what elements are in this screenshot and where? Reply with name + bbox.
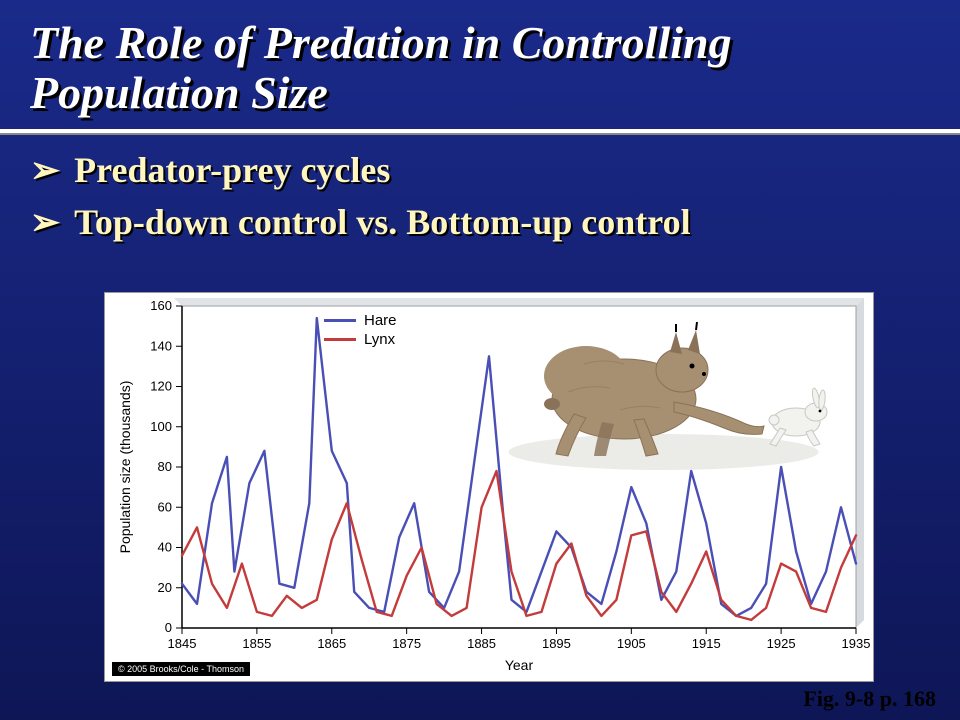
svg-text:1885: 1885 [467,636,496,651]
svg-text:Population size (thousands): Population size (thousands) [117,381,133,554]
chart-container: 0 20 40 60 80 100 120 140 160 1845 1855 1865 1875 188… [104,292,874,682]
legend-label: Hare [364,312,397,329]
svg-text:Year: Year [505,657,534,673]
bullet-list: ➢ Predator-prey cycles ➢ Top-down control v… [0,149,960,243]
legend-label: Lynx [364,331,395,348]
bullet-text: Top-down control vs. Bottom-up control [74,201,690,243]
svg-text:1925: 1925 [767,636,796,651]
title-line-2: Population Size [30,68,930,118]
svg-text:20: 20 [158,580,172,595]
svg-text:120: 120 [150,379,172,394]
bullet-marker-icon: ➢ [30,201,60,243]
title-line-1: The Role of Predation in Controlling [30,18,930,68]
legend-swatch [324,319,356,322]
predator-prey-chart: 0 20 40 60 80 100 120 140 160 1845 1855 1865 1875 188… [104,292,874,682]
title-divider [0,129,960,135]
svg-text:1855: 1855 [242,636,271,651]
svg-text:60: 60 [158,499,172,514]
slide-title: The Role of Predation in Controlling Pop… [0,0,960,123]
chart-legend: Hare Lynx [324,312,397,350]
bullet-text: Predator-prey cycles [74,149,390,191]
legend-swatch [324,338,356,341]
svg-text:40: 40 [158,540,172,555]
svg-text:1845: 1845 [168,636,197,651]
svg-text:1895: 1895 [542,636,571,651]
copyright-label: © 2005 Brooks/Cole - Thomson [112,662,250,676]
svg-text:1875: 1875 [392,636,421,651]
svg-text:80: 80 [158,459,172,474]
legend-item-lynx: Lynx [324,331,397,348]
svg-text:1905: 1905 [617,636,646,651]
bullet-1: ➢ Top-down control vs. Bottom-up control [30,201,960,243]
svg-text:1935: 1935 [842,636,871,651]
svg-text:0: 0 [165,620,172,635]
svg-text:140: 140 [150,338,172,353]
legend-item-hare: Hare [324,312,397,329]
svg-text:100: 100 [150,419,172,434]
figure-label: Fig. 9-8 p. 168 [803,686,936,712]
svg-text:1915: 1915 [692,636,721,651]
bullet-marker-icon: ➢ [30,149,60,191]
svg-text:1865: 1865 [317,636,346,651]
svg-text:160: 160 [150,298,172,313]
bullet-0: ➢ Predator-prey cycles [30,149,960,191]
